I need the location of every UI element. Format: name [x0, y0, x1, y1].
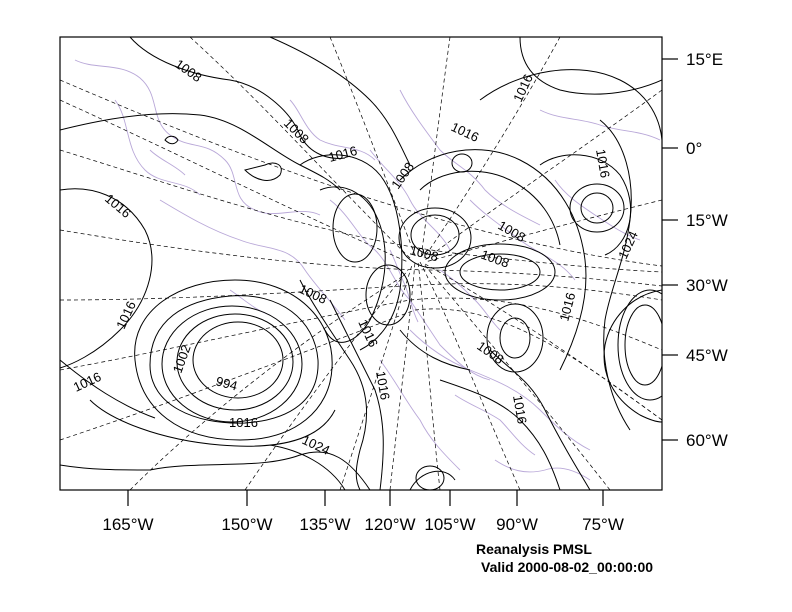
- contour-label: 1016: [113, 299, 139, 332]
- contour-label: 1024: [615, 229, 641, 262]
- right-axis-ticks: [662, 58, 678, 441]
- contour-label: 1016: [373, 370, 393, 401]
- contour-label: 1008: [172, 56, 204, 85]
- map-title: Reanalysis PMSL: [476, 541, 592, 557]
- lon-label: 150°W: [221, 515, 272, 534]
- graticule: [60, 37, 662, 490]
- lat-label: 0°: [686, 139, 702, 158]
- coastlines: [74, 59, 661, 481]
- valid-time: Valid 2000-08-02_00:00:00: [481, 559, 654, 575]
- contour-label: 1016: [229, 415, 258, 430]
- bottom-axis-ticks: [127, 490, 604, 506]
- lat-label: 30°W: [686, 276, 728, 295]
- lon-label: 105°W: [424, 515, 475, 534]
- lon-label: 135°W: [299, 515, 350, 534]
- lon-label: 75°W: [582, 515, 624, 534]
- contour-label: 1008: [474, 338, 506, 367]
- right-lat-labels: 15°E 0° 15°W 30°W 45°W 60°W: [686, 50, 728, 450]
- contour-label: 1016: [593, 148, 613, 179]
- lat-label: 60°W: [686, 431, 728, 450]
- contour-label: 994: [214, 373, 239, 393]
- contour-label: 1016: [510, 72, 536, 105]
- lon-label: 90°W: [496, 515, 538, 534]
- contour-label: 1016: [102, 191, 134, 221]
- lon-label: 165°W: [102, 515, 153, 534]
- contour-labels: 1008 1008 1016 1016 1016 1008 1016 1016 …: [71, 56, 641, 458]
- contour-label: 1016: [449, 119, 482, 145]
- bottom-lon-labels: 165°W 150°W 135°W 120°W 105°W 90°W 75°W: [102, 515, 623, 534]
- lat-label: 45°W: [686, 346, 728, 365]
- lat-label: 15°W: [686, 211, 728, 230]
- pressure-contours: [60, 37, 662, 490]
- contour-label: 1008: [408, 242, 440, 264]
- contour-label: 1016: [510, 394, 530, 425]
- lon-label: 120°W: [364, 515, 415, 534]
- contour-label: 1016: [556, 291, 578, 323]
- contour-label: 1008: [479, 247, 511, 271]
- contour-label: 1008: [388, 159, 417, 191]
- lat-label: 15°E: [686, 50, 723, 69]
- map-frame: [59, 36, 663, 491]
- contour-label: 1016: [327, 143, 359, 165]
